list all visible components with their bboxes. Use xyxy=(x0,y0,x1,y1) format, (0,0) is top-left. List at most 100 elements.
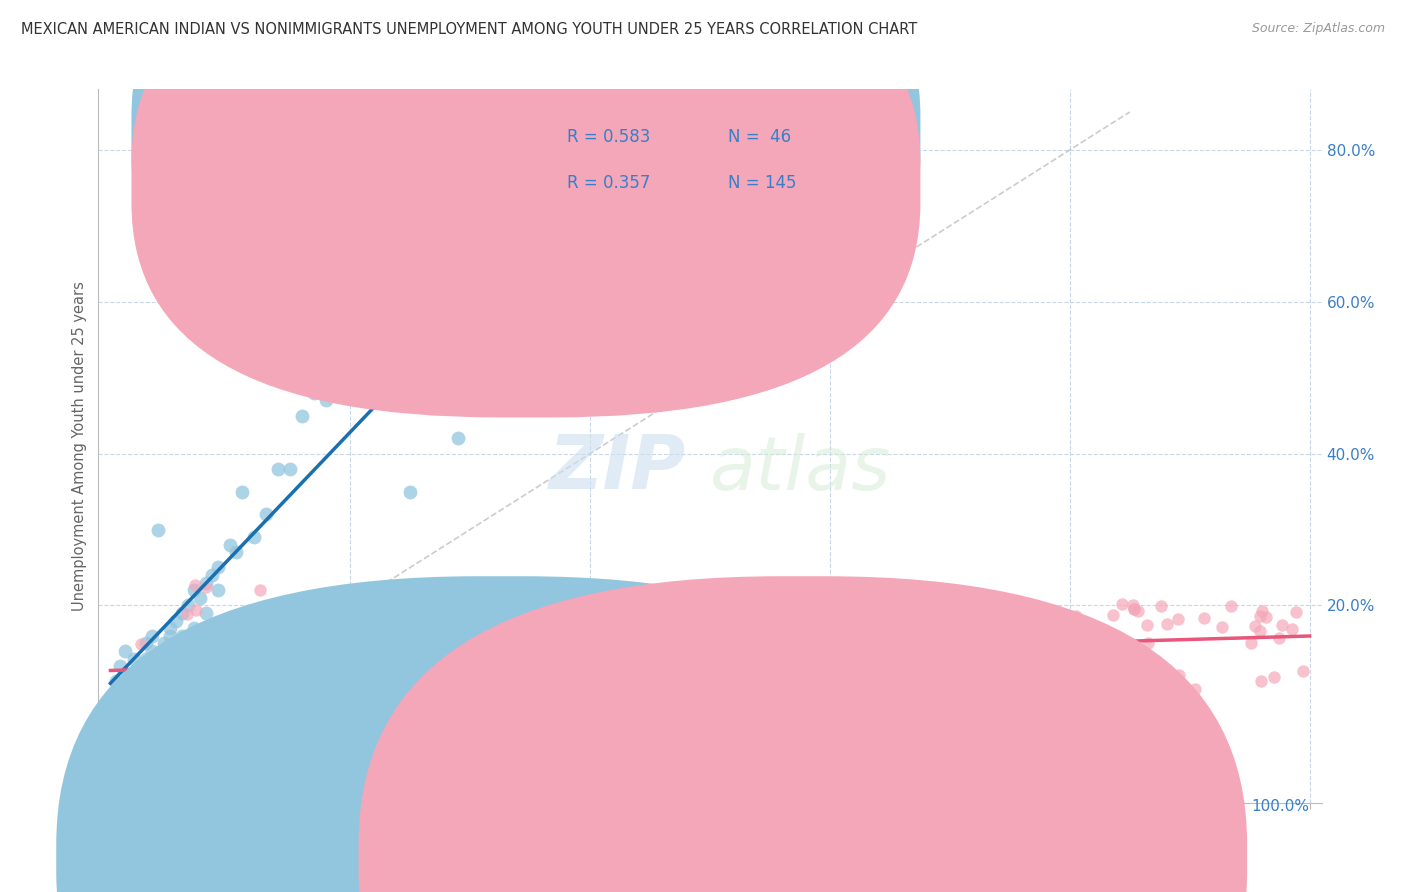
Point xyxy=(148,651,170,665)
Y-axis label: Unemployment Among Youth under 25 years: Unemployment Among Youth under 25 years xyxy=(72,281,87,611)
Point xyxy=(188,591,212,605)
Point xyxy=(269,619,291,633)
Point xyxy=(105,674,128,689)
Point xyxy=(413,641,436,656)
Point xyxy=(1168,668,1191,682)
Point xyxy=(482,709,505,723)
Point xyxy=(673,694,696,708)
Point xyxy=(485,624,508,639)
Point xyxy=(363,370,385,384)
FancyBboxPatch shape xyxy=(131,0,921,371)
Point xyxy=(1167,612,1189,626)
Point xyxy=(207,560,229,574)
Point xyxy=(721,618,744,632)
Point xyxy=(148,523,170,537)
Point xyxy=(571,632,593,647)
Point xyxy=(928,660,950,674)
Point xyxy=(737,611,759,625)
Point xyxy=(153,636,176,650)
Point xyxy=(124,674,146,689)
Point xyxy=(863,616,886,631)
Point xyxy=(993,628,1015,642)
Point xyxy=(571,654,593,668)
Point xyxy=(553,658,575,673)
Point xyxy=(1142,659,1164,673)
Point xyxy=(1060,650,1083,665)
Point xyxy=(361,717,384,731)
Point xyxy=(557,665,579,679)
Point xyxy=(1292,665,1315,679)
FancyBboxPatch shape xyxy=(471,93,887,218)
Point xyxy=(1281,623,1303,637)
Text: N = 145: N = 145 xyxy=(728,175,797,193)
Point xyxy=(194,580,217,594)
Point xyxy=(576,611,599,625)
Point xyxy=(135,636,157,650)
Point xyxy=(748,605,770,619)
Point xyxy=(790,699,813,714)
Point xyxy=(124,651,146,665)
Point xyxy=(1143,658,1166,673)
Point xyxy=(368,678,391,692)
Point xyxy=(974,666,997,681)
Point xyxy=(637,629,659,643)
Point xyxy=(325,632,347,646)
Point xyxy=(117,681,139,696)
Point xyxy=(588,696,610,710)
Point xyxy=(111,690,134,704)
Point xyxy=(844,609,866,624)
Point xyxy=(769,657,792,672)
Point xyxy=(738,648,761,662)
Point xyxy=(231,484,253,499)
Point xyxy=(808,649,831,664)
Text: MEXICAN AMERICAN INDIAN VS NONIMMIGRANTS UNEMPLOYMENT AMONG YOUTH UNDER 25 YEARS: MEXICAN AMERICAN INDIAN VS NONIMMIGRANTS… xyxy=(21,22,917,37)
Point xyxy=(1285,605,1308,619)
Text: N =  46: N = 46 xyxy=(728,128,792,146)
Point xyxy=(873,599,896,614)
Point xyxy=(1250,674,1272,689)
Point xyxy=(599,681,621,695)
Point xyxy=(125,697,148,711)
Point xyxy=(1240,636,1263,650)
Point xyxy=(1004,624,1026,639)
Point xyxy=(876,631,898,645)
Text: Source: ZipAtlas.com: Source: ZipAtlas.com xyxy=(1251,22,1385,36)
Point xyxy=(1150,599,1173,614)
Point xyxy=(108,659,131,673)
Point xyxy=(1271,617,1294,632)
Point xyxy=(884,681,907,695)
Point xyxy=(509,692,531,706)
Point xyxy=(1211,620,1233,634)
Point xyxy=(1067,657,1090,671)
Point xyxy=(315,393,337,408)
Point xyxy=(475,657,498,671)
Point xyxy=(925,626,948,640)
Point xyxy=(821,665,844,679)
Text: atlas: atlas xyxy=(710,433,891,505)
Point xyxy=(195,575,218,590)
Point xyxy=(780,700,803,714)
Point xyxy=(526,627,548,641)
Point xyxy=(172,606,194,620)
Point xyxy=(135,651,157,665)
Point xyxy=(697,692,720,706)
Point xyxy=(823,688,845,702)
Point xyxy=(981,641,1004,656)
Point xyxy=(184,578,207,592)
Point xyxy=(503,675,526,690)
Point xyxy=(219,538,242,552)
Point xyxy=(1192,611,1215,625)
Text: Nonimmigrants: Nonimmigrants xyxy=(834,851,946,865)
Point xyxy=(934,643,956,657)
Point xyxy=(339,264,361,278)
Point xyxy=(491,642,513,657)
Point xyxy=(177,599,200,613)
Point xyxy=(903,639,925,653)
Point xyxy=(131,637,153,651)
Point xyxy=(952,631,974,645)
Point xyxy=(645,625,668,640)
Point xyxy=(207,583,229,598)
Point xyxy=(1076,652,1098,666)
Point xyxy=(254,508,277,522)
Text: Mexican American Indians: Mexican American Indians xyxy=(531,851,724,865)
